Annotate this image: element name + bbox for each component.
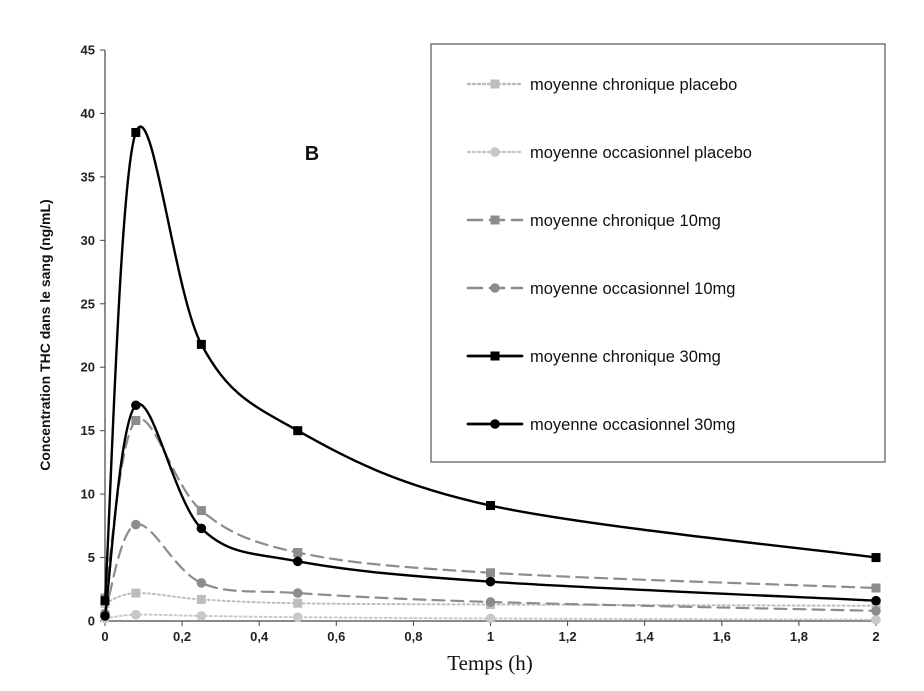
data-point	[486, 568, 495, 578]
legend-entry: moyenne chronique 10mg	[466, 212, 721, 230]
y-tick-label: 0	[88, 614, 95, 629]
y-axis-title: Concentration THC dans le sang (ng/mL)	[37, 199, 53, 470]
legend: moyenne chronique placebo moyenne occasio…	[430, 43, 886, 463]
data-point	[871, 553, 881, 563]
legend-swatch-marker	[490, 351, 500, 361]
legend-label: moyenne chronique 10mg	[530, 212, 721, 230]
series-line	[103, 402, 878, 618]
data-point	[293, 547, 303, 557]
data-point	[871, 595, 881, 606]
legend-swatch-marker	[490, 79, 500, 89]
y-tick-label: 20	[81, 360, 95, 375]
legend-label: moyenne chronique 30mg	[530, 348, 721, 366]
data-point	[485, 597, 496, 607]
series-2	[100, 609, 881, 625]
data-point	[196, 578, 207, 588]
x-tick-label: 2	[872, 629, 879, 644]
x-tick-label: 0	[101, 629, 108, 644]
legend-entry: moyenne occasionnel placebo	[466, 144, 752, 162]
data-point	[871, 614, 881, 625]
y-tick-label: 30	[81, 233, 95, 248]
data-point	[100, 611, 110, 621]
series-lines	[100, 125, 881, 625]
y-tick-label: 10	[81, 487, 95, 502]
y-tick-label: 45	[81, 43, 95, 58]
data-point	[293, 598, 303, 608]
data-point	[131, 400, 141, 411]
x-tick-label: 0,6	[327, 629, 345, 644]
legend-label: moyenne occasionnel 30mg	[530, 416, 735, 434]
series-line	[103, 125, 878, 602]
data-point	[131, 609, 141, 620]
data-point	[293, 426, 303, 436]
y-tick-label: 40	[81, 106, 95, 121]
series-6	[100, 400, 881, 621]
data-point	[131, 519, 141, 530]
legend-entry: moyenne chronique placebo	[466, 76, 737, 94]
data-point	[131, 588, 141, 598]
y-tick-label: 25	[81, 296, 95, 311]
x-axis-title: Temps (h)	[447, 651, 532, 675]
series-5	[100, 125, 881, 606]
x-tick-label: 0,8	[404, 629, 422, 644]
legend-entry: moyenne occasionnel 30mg	[466, 416, 735, 434]
data-point	[871, 583, 881, 593]
legend-swatch-marker	[490, 147, 500, 157]
axes: 0 5 10 15 20 25 30 35 40 45 0 0,2 0,4 0,6 0,8 1 1,2 1,4 1,…	[81, 43, 880, 645]
x-tick-label: 1,6	[713, 629, 731, 644]
series-line	[104, 592, 877, 607]
x-tick-label: 0,4	[250, 629, 269, 644]
data-point	[871, 606, 881, 616]
x-tick-label: 1,8	[790, 629, 808, 644]
y-tick-label: 15	[81, 423, 95, 438]
legend-box	[430, 43, 886, 463]
data-point	[196, 523, 207, 534]
legend-swatch-marker	[490, 215, 500, 225]
legend-label: moyenne occasionnel 10mg	[530, 280, 735, 298]
data-point	[100, 596, 110, 606]
x-tick-label: 1	[487, 629, 494, 644]
legend-swatch-marker	[490, 419, 500, 429]
data-point	[196, 339, 206, 349]
y-tick-label: 5	[88, 550, 95, 565]
data-point	[131, 127, 141, 137]
series-line	[103, 417, 878, 600]
data-point	[292, 612, 303, 622]
x-tick-label: 0,2	[173, 629, 191, 644]
legend-swatch-marker	[490, 283, 500, 293]
data-point	[196, 594, 206, 604]
axis-labels: B Temps (h) Concentration THC dans le sa…	[37, 143, 533, 675]
legend-label: moyenne chronique placebo	[530, 76, 737, 94]
data-point	[485, 576, 496, 587]
data-point	[292, 556, 303, 567]
data-point	[486, 501, 495, 511]
panel-label: B	[305, 143, 319, 165]
data-point	[485, 613, 496, 624]
data-point	[131, 416, 141, 426]
legend-entry: moyenne chronique 30mg	[466, 348, 721, 366]
data-point	[196, 611, 207, 621]
x-tick-label: 1,4	[636, 629, 655, 644]
data-point	[196, 506, 206, 516]
data-point	[292, 588, 303, 598]
y-tick-label: 35	[81, 169, 95, 184]
data-point	[871, 601, 881, 611]
legend-label: moyenne occasionnel placebo	[530, 144, 752, 162]
legend-entry: moyenne occasionnel 10mg	[466, 280, 735, 298]
x-tick-label: 1,2	[559, 629, 577, 644]
